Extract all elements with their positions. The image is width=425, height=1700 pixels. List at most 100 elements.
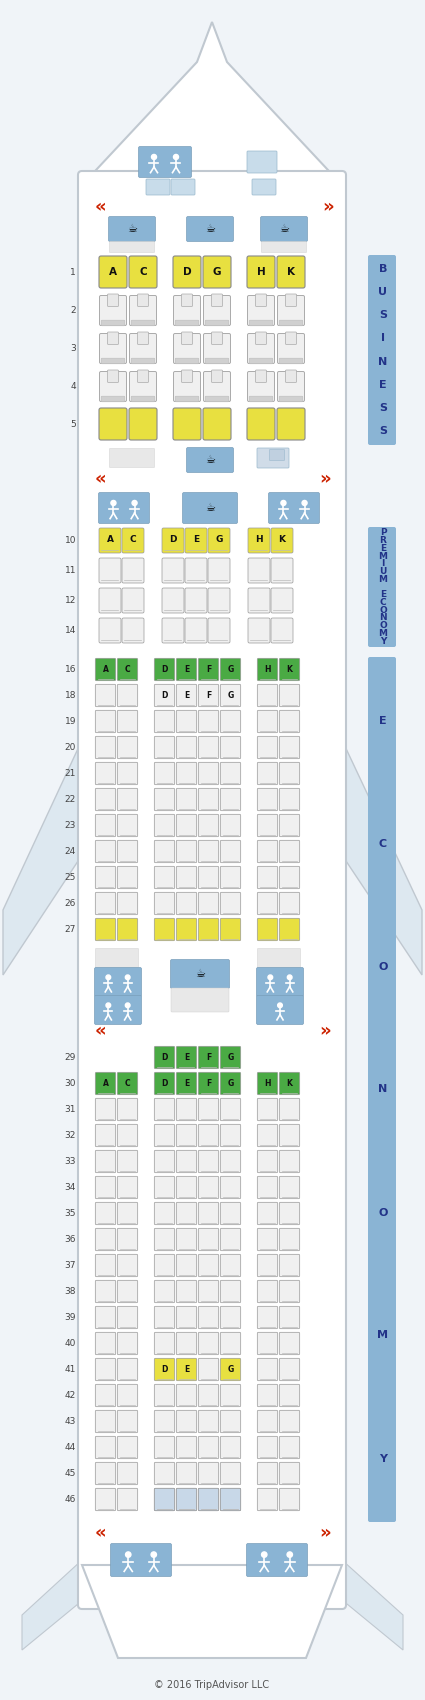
Circle shape (302, 500, 307, 505)
FancyBboxPatch shape (198, 1098, 219, 1120)
Text: 42: 42 (65, 1391, 76, 1401)
Polygon shape (370, 342, 380, 359)
FancyBboxPatch shape (279, 1073, 300, 1095)
Text: N: N (379, 614, 387, 622)
FancyBboxPatch shape (154, 1176, 175, 1198)
Text: M: M (379, 629, 388, 638)
FancyBboxPatch shape (220, 762, 241, 785)
FancyBboxPatch shape (176, 1488, 197, 1511)
FancyBboxPatch shape (117, 711, 138, 733)
FancyBboxPatch shape (278, 296, 304, 325)
FancyBboxPatch shape (279, 396, 303, 401)
FancyBboxPatch shape (131, 320, 155, 326)
FancyBboxPatch shape (269, 493, 320, 524)
FancyBboxPatch shape (368, 255, 396, 445)
FancyBboxPatch shape (154, 1098, 175, 1120)
FancyBboxPatch shape (129, 257, 157, 287)
Text: S: S (379, 427, 387, 437)
Circle shape (151, 155, 156, 160)
FancyBboxPatch shape (176, 1436, 197, 1459)
Text: 16: 16 (65, 665, 76, 673)
Text: F: F (206, 1078, 211, 1088)
Text: B: B (379, 264, 387, 274)
Text: F: F (206, 1052, 211, 1061)
Text: 32: 32 (65, 1130, 76, 1141)
FancyBboxPatch shape (220, 918, 241, 940)
Text: A: A (102, 665, 108, 673)
FancyBboxPatch shape (95, 1124, 116, 1148)
Text: 35: 35 (65, 1209, 76, 1217)
FancyBboxPatch shape (257, 1176, 278, 1198)
FancyBboxPatch shape (95, 1151, 116, 1173)
Text: O: O (379, 605, 387, 615)
FancyBboxPatch shape (154, 1073, 175, 1095)
FancyBboxPatch shape (277, 257, 305, 287)
FancyBboxPatch shape (117, 685, 138, 707)
Text: © 2016 TripAdvisor LLC: © 2016 TripAdvisor LLC (154, 1680, 269, 1690)
FancyBboxPatch shape (95, 658, 116, 680)
FancyBboxPatch shape (279, 736, 300, 758)
Text: «: « (94, 1523, 106, 1542)
Polygon shape (370, 580, 380, 595)
FancyBboxPatch shape (175, 359, 199, 364)
FancyBboxPatch shape (170, 959, 230, 988)
FancyBboxPatch shape (204, 372, 230, 401)
FancyBboxPatch shape (146, 178, 170, 196)
FancyBboxPatch shape (154, 1151, 175, 1173)
FancyBboxPatch shape (198, 918, 219, 940)
FancyBboxPatch shape (137, 332, 149, 345)
FancyBboxPatch shape (286, 371, 297, 383)
Circle shape (281, 500, 286, 505)
Text: E: E (380, 544, 386, 552)
FancyBboxPatch shape (198, 1306, 219, 1329)
FancyBboxPatch shape (279, 814, 300, 836)
Text: ☕: ☕ (205, 456, 215, 466)
Text: D: D (162, 690, 168, 699)
FancyBboxPatch shape (212, 371, 223, 383)
FancyBboxPatch shape (122, 588, 144, 614)
FancyBboxPatch shape (176, 1176, 197, 1198)
FancyBboxPatch shape (248, 619, 270, 643)
FancyBboxPatch shape (198, 789, 219, 811)
FancyBboxPatch shape (187, 447, 233, 473)
FancyBboxPatch shape (220, 711, 241, 733)
Text: ☕: ☕ (279, 224, 289, 235)
FancyBboxPatch shape (154, 1488, 175, 1511)
FancyBboxPatch shape (99, 558, 121, 583)
FancyBboxPatch shape (130, 296, 156, 325)
FancyBboxPatch shape (110, 1544, 172, 1576)
Text: C: C (380, 598, 386, 607)
Text: 30: 30 (65, 1080, 76, 1088)
FancyBboxPatch shape (117, 762, 138, 785)
FancyBboxPatch shape (279, 1151, 300, 1173)
Polygon shape (3, 740, 82, 976)
FancyBboxPatch shape (117, 1176, 138, 1198)
Circle shape (132, 500, 137, 505)
FancyBboxPatch shape (117, 840, 138, 862)
FancyBboxPatch shape (279, 1229, 300, 1251)
Text: I: I (381, 559, 385, 568)
Text: G: G (227, 1078, 234, 1088)
FancyBboxPatch shape (181, 294, 193, 306)
FancyBboxPatch shape (117, 1488, 138, 1511)
FancyBboxPatch shape (173, 333, 201, 364)
FancyBboxPatch shape (279, 1306, 300, 1329)
FancyBboxPatch shape (95, 1229, 116, 1251)
FancyBboxPatch shape (117, 1411, 138, 1433)
FancyBboxPatch shape (279, 1176, 300, 1198)
Text: Y: Y (380, 636, 386, 646)
FancyBboxPatch shape (137, 371, 149, 383)
FancyBboxPatch shape (176, 1462, 197, 1484)
Text: R: R (380, 536, 386, 546)
FancyBboxPatch shape (176, 1384, 197, 1406)
FancyBboxPatch shape (131, 359, 155, 364)
FancyBboxPatch shape (176, 918, 197, 940)
FancyBboxPatch shape (108, 332, 119, 345)
FancyBboxPatch shape (176, 1124, 197, 1148)
FancyBboxPatch shape (220, 867, 241, 889)
FancyBboxPatch shape (95, 736, 116, 758)
FancyBboxPatch shape (279, 711, 300, 733)
FancyBboxPatch shape (198, 892, 219, 915)
FancyBboxPatch shape (101, 320, 125, 326)
Text: 19: 19 (65, 717, 76, 726)
